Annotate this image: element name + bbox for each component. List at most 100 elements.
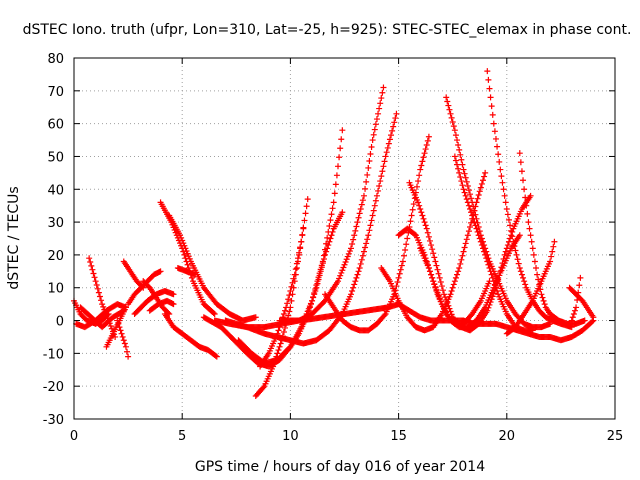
data-point — [423, 225, 430, 232]
data-point — [319, 260, 326, 267]
data-point — [464, 182, 471, 189]
data-point — [447, 110, 454, 117]
y-tick-label: 40 — [47, 183, 64, 198]
data-point — [581, 317, 588, 324]
data-point — [443, 94, 450, 101]
data-point — [277, 340, 284, 347]
data-point — [523, 202, 530, 209]
data-point — [441, 291, 448, 298]
data-point — [492, 284, 499, 291]
data-point — [87, 259, 94, 266]
data-point — [486, 85, 493, 92]
data-point — [521, 186, 528, 193]
data-point — [299, 231, 306, 238]
data-point — [444, 299, 451, 306]
data-point — [495, 151, 502, 158]
data-point — [95, 289, 102, 296]
data-point — [395, 274, 402, 281]
data-point — [86, 255, 93, 262]
data-point — [331, 190, 338, 197]
data-point — [305, 307, 312, 314]
data-point — [444, 98, 451, 105]
data-point — [420, 215, 427, 222]
data-point — [489, 111, 496, 118]
data-point — [280, 329, 287, 336]
data-point — [424, 229, 431, 236]
data-point — [324, 234, 331, 241]
data-point — [379, 89, 386, 96]
data-point — [470, 215, 477, 222]
data-point — [452, 157, 459, 164]
data-point — [317, 268, 324, 275]
data-point — [333, 172, 340, 179]
data-point — [356, 210, 363, 217]
data-point — [91, 274, 98, 281]
data-point — [355, 268, 362, 275]
data-point — [298, 238, 305, 245]
data-point — [456, 265, 463, 272]
data-point — [270, 363, 277, 370]
data-point — [477, 238, 484, 245]
data-point — [122, 304, 129, 311]
data-point — [409, 206, 416, 213]
data-point — [472, 222, 479, 229]
data-point — [357, 260, 364, 267]
data-point — [417, 205, 424, 212]
data-point — [430, 278, 437, 285]
data-series — [161, 310, 220, 360]
data-series — [103, 304, 129, 350]
data-point — [375, 187, 382, 194]
data-point — [349, 288, 356, 295]
data-point — [461, 244, 468, 251]
data-point — [389, 127, 396, 134]
data-point — [118, 330, 125, 337]
data-point — [362, 185, 369, 192]
data-point — [252, 314, 259, 321]
data-point — [463, 196, 470, 203]
data-point — [313, 284, 320, 291]
data-point — [380, 163, 387, 170]
data-point — [181, 242, 188, 249]
data-point — [509, 233, 516, 240]
data-series — [235, 209, 346, 367]
data-point — [577, 274, 584, 281]
data-point — [445, 102, 452, 109]
data-point — [518, 271, 525, 278]
data-series — [566, 284, 597, 321]
data-point — [359, 252, 366, 259]
data-point — [589, 318, 596, 325]
data-point — [103, 312, 110, 319]
data-point — [180, 240, 187, 247]
data-point — [296, 249, 303, 256]
data-point — [446, 305, 453, 312]
data-point — [478, 180, 485, 187]
data-point — [449, 284, 456, 291]
data-point — [272, 356, 279, 363]
data-point — [182, 245, 189, 252]
data-point — [339, 127, 346, 134]
data-point — [463, 178, 470, 185]
data-series — [125, 268, 164, 308]
data-point — [381, 312, 388, 319]
data-point — [425, 233, 432, 240]
data-point — [533, 265, 540, 272]
data-point — [521, 278, 528, 285]
data-point — [404, 235, 411, 242]
data-point — [335, 163, 342, 170]
data-point — [100, 303, 107, 310]
data-point — [428, 271, 435, 278]
data-point — [124, 348, 131, 355]
data-point — [568, 317, 575, 324]
data-point — [325, 242, 332, 249]
data-point — [293, 260, 300, 267]
data-point — [467, 224, 474, 231]
data-series — [211, 84, 387, 331]
data-point — [517, 268, 524, 275]
data-point — [388, 132, 395, 139]
data-point — [522, 194, 529, 201]
data-point — [486, 265, 493, 272]
data-point — [399, 258, 406, 265]
y-tick-label: -10 — [43, 347, 64, 362]
data-point — [465, 228, 472, 235]
data-point — [490, 120, 497, 127]
